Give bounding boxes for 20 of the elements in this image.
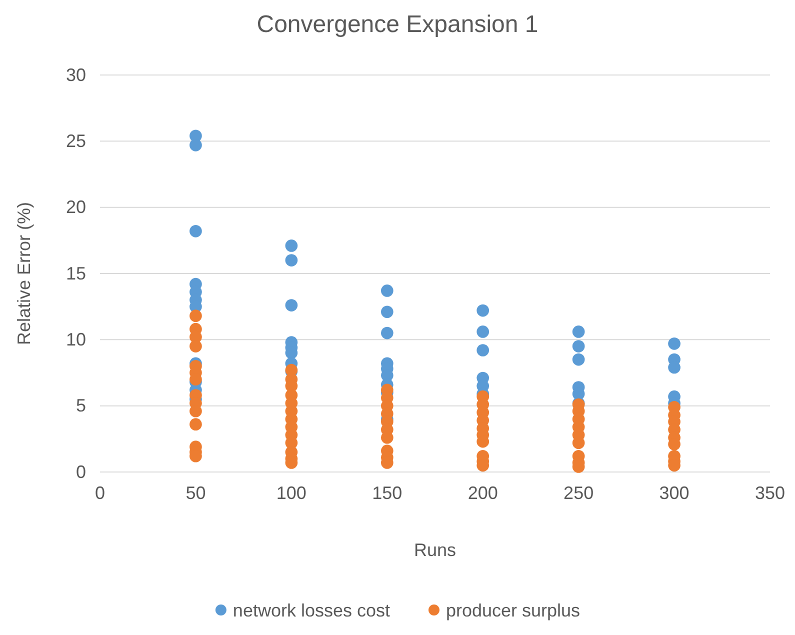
chart-title: Convergence Expansion 1 [256,11,538,38]
y-tick-label: 30 [66,64,86,85]
y-tick-label: 15 [66,263,86,284]
y-tick-label: 20 [66,197,86,218]
x-tick-label: 250 [564,482,594,503]
x-tick-label: 100 [276,482,306,503]
x-tick-label: 300 [659,482,690,503]
x-tick-label: 200 [468,482,498,503]
y-tick-label: 10 [66,329,86,350]
x-tick-label: 150 [372,482,402,503]
y-tick-label: 5 [76,396,86,416]
x-tick-label: 350 [754,482,786,503]
y-tick-label: 25 [66,130,86,151]
legend-label: producer surplus [446,600,580,620]
y-tick-label: 0 [76,462,86,482]
legend-label: network losses cost [232,600,390,620]
x-tick-label: 50 [186,482,206,503]
y-axis-title: Relative Error (%) [14,202,34,346]
x-tick-label: 0 [94,482,106,503]
x-axis-title: Runs [414,540,456,560]
